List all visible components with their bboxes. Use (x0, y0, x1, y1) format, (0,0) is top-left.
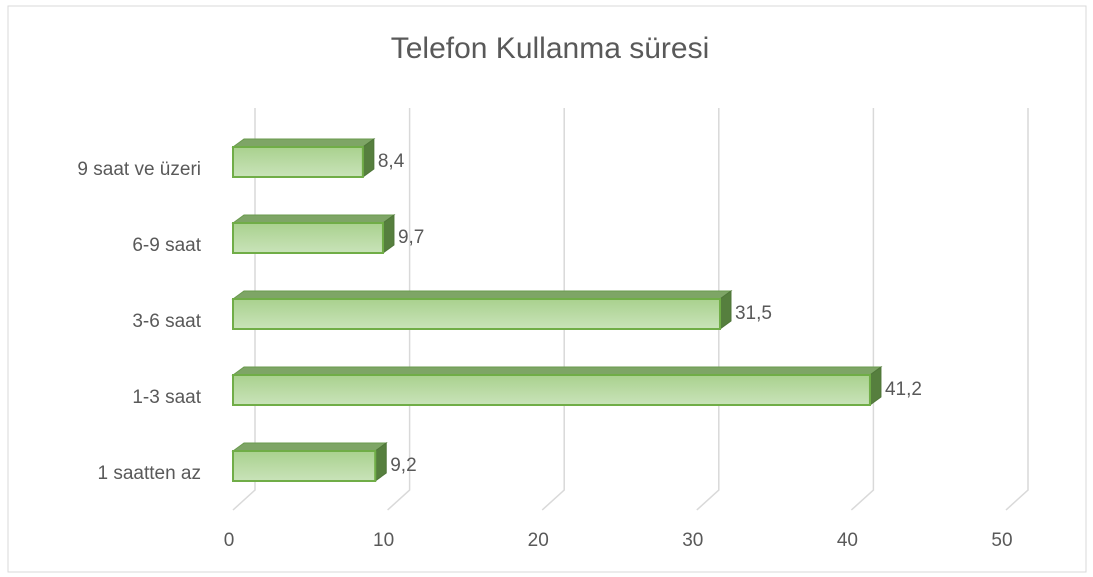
x-tick-label: 50 (991, 530, 1012, 551)
value-label: 41,2 (885, 379, 922, 400)
bar (232, 222, 384, 254)
bar (232, 146, 364, 178)
bar-top (231, 366, 883, 376)
bar-top (231, 214, 396, 224)
x-tick-label: 20 (528, 530, 549, 551)
grid-line (850, 108, 875, 511)
grid-line (1005, 108, 1029, 511)
x-tick-label: 0 (224, 530, 235, 551)
x-tick-label: 30 (682, 530, 703, 551)
bar (232, 450, 377, 482)
y-tick-label: 3-6 saat (132, 311, 201, 332)
y-tick-label: 1 saatten az (97, 463, 201, 484)
y-tick-label: 9 saat ve üzeri (77, 159, 201, 180)
value-label: 9,7 (398, 227, 424, 248)
grid-line (541, 108, 565, 511)
bar-top (231, 290, 733, 300)
bar-top (231, 138, 376, 148)
chart-frame (7, 5, 1087, 573)
grid-line (387, 108, 411, 511)
chart-title: Telefon Kullanma süresi (391, 32, 710, 65)
x-tick-label: 10 (373, 530, 394, 551)
bar-top (231, 442, 388, 452)
x-tick-label: 40 (837, 530, 858, 551)
grid-line (696, 108, 720, 511)
y-tick-label: 6-9 saat (132, 235, 201, 256)
bar (232, 298, 721, 330)
value-label: 31,5 (735, 303, 772, 324)
value-label: 8,4 (378, 151, 405, 172)
bar (232, 374, 871, 406)
value-label: 9,2 (390, 455, 416, 476)
y-tick-label: 1-3 saat (132, 387, 201, 408)
